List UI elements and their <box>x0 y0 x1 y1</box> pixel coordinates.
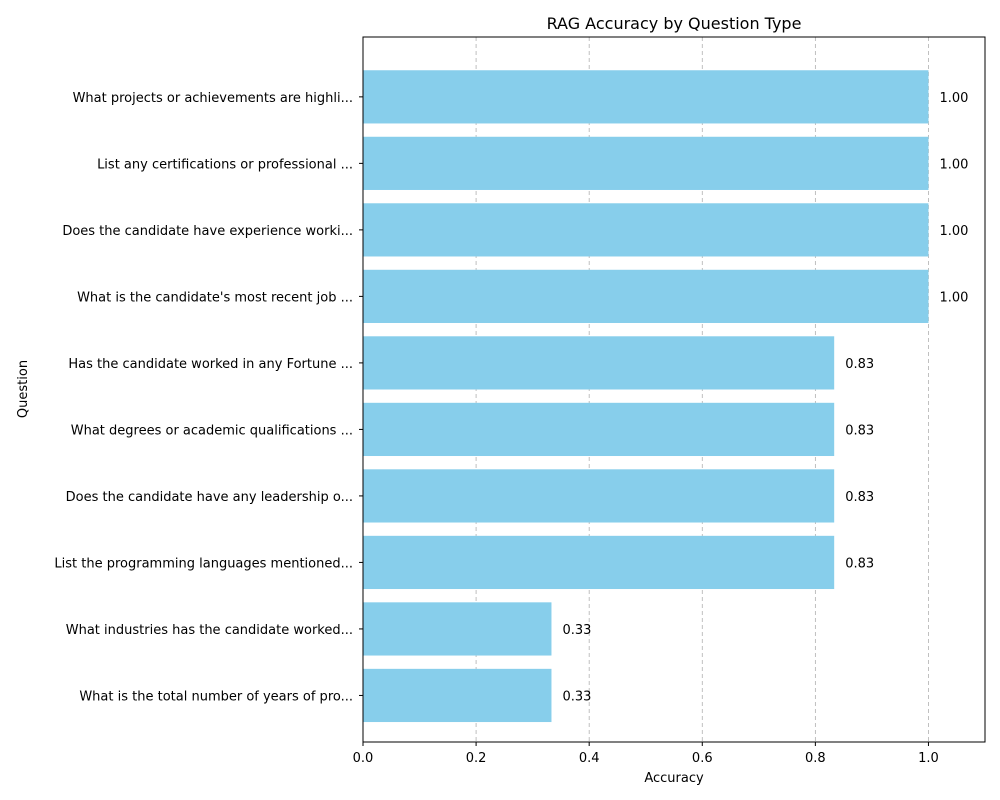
axes: What projects or achievements are highli… <box>54 36 986 766</box>
bar <box>363 70 929 124</box>
bar-value-label: 1.00 <box>939 290 968 305</box>
y-tick-label: What is the total number of years of pro… <box>79 689 353 704</box>
bar-value-label: 0.83 <box>845 556 874 571</box>
bar <box>363 136 929 190</box>
bar <box>363 602 552 656</box>
x-axis-title: Accuracy <box>644 771 704 786</box>
y-tick-label: Does the candidate have experience worki… <box>62 224 353 239</box>
bar-value-label: 1.00 <box>939 157 968 172</box>
bar-value-label: 0.33 <box>562 689 591 704</box>
bar-value-label: 1.00 <box>939 91 968 106</box>
x-tick-label: 1.0 <box>918 751 939 766</box>
y-axis-title: Question <box>16 360 31 418</box>
value-labels: 1.00 1.00 1.00 1.00 0.83 0.83 0.83 0.83 0.33 0.33 <box>562 91 968 705</box>
bar-value-label: 0.33 <box>562 623 591 638</box>
bar <box>363 402 835 457</box>
y-tick-label: What degrees or academic qualifications … <box>71 423 353 438</box>
chart-title: RAG Accuracy by Question Type <box>547 14 802 33</box>
y-tick-label: What is the candidate's most recent job … <box>77 290 353 305</box>
bar-value-label: 0.83 <box>845 490 874 505</box>
bar-value-label: 1.00 <box>939 224 968 239</box>
bars <box>363 70 929 723</box>
y-tick-label: What industries has the candidate worked… <box>66 623 353 638</box>
x-tick-label: 0.2 <box>466 751 487 766</box>
bar-value-label: 0.83 <box>845 423 874 438</box>
y-tick-label: Has the candidate worked in any Fortune … <box>68 357 353 372</box>
bar-value-label: 0.83 <box>845 357 874 372</box>
x-tick-label: 0.0 <box>353 751 374 766</box>
y-tick-label: List any certifications or professional … <box>97 157 353 172</box>
bar <box>363 668 552 723</box>
y-tick-label: Does the candidate have any leadership o… <box>66 490 353 505</box>
bar <box>363 535 835 590</box>
plot-frame <box>362 36 986 743</box>
x-tick-label: 0.4 <box>579 751 600 766</box>
x-tick-label: 0.8 <box>805 751 826 766</box>
bar <box>363 336 835 390</box>
x-tick-label: 0.6 <box>692 751 713 766</box>
bar <box>363 203 929 257</box>
y-tick-label: List the programming languages mentioned… <box>54 556 353 571</box>
y-tick-label: What projects or achievements are highli… <box>73 91 353 106</box>
bar <box>363 269 929 323</box>
bar <box>363 469 835 523</box>
